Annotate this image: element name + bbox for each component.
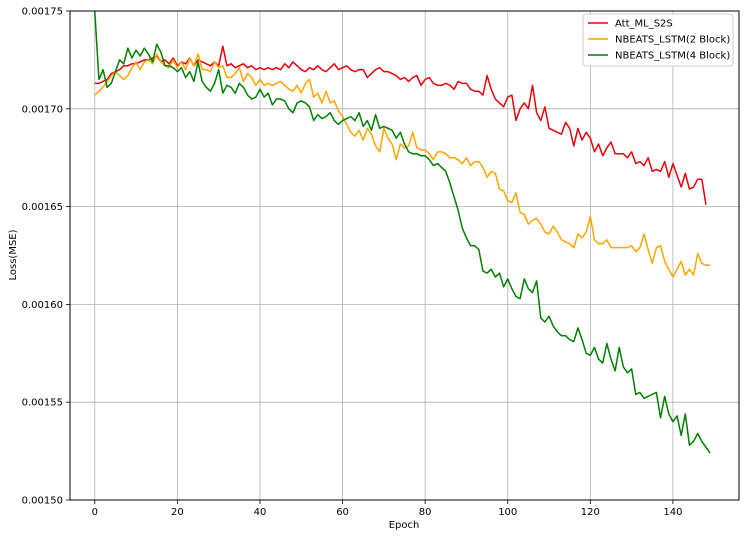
grid [70, 10, 739, 501]
x-tick-label: 20 [171, 507, 184, 518]
y-tick-label: 0.00170 [22, 104, 63, 115]
y-tick-label: 0.00165 [22, 202, 63, 213]
legend-label-2: NBEATS_LSTM(2 Block) [615, 35, 730, 46]
y-tick-label: 0.00155 [22, 398, 63, 409]
y-tick-label: 0.00160 [22, 300, 63, 311]
x-tick-label: 100 [498, 507, 517, 518]
legend-box [582, 13, 734, 67]
plot-frame [69, 10, 740, 501]
legend-label-3: NBEATS_LSTM(4 Block) [615, 51, 730, 62]
legend: Att_ML_S2S NBEATS_LSTM(2 Block) NBEATS_LST… [582, 13, 734, 67]
x-tick-label: 120 [581, 507, 600, 518]
x-axis-label: Epoch [389, 520, 420, 531]
x-tick-label: 60 [336, 507, 349, 518]
series-line-3 [94, 10, 711, 454]
series-line-2 [94, 53, 711, 278]
legend-label-1: Att_ML_S2S [615, 19, 673, 30]
series-line-1 [94, 45, 707, 205]
x-tick-label: 40 [254, 507, 267, 518]
y-axis-label: Loss(MSE) [8, 229, 19, 280]
y-tick-label: 0.00150 [22, 496, 63, 507]
axis-ticks: 0 20 40 60 80 100 120 140 0.00150 0.00155 0.00160 0… [22, 7, 683, 519]
series-lines [94, 10, 711, 454]
x-tick-label: 140 [663, 507, 682, 518]
x-tick-label: 0 [92, 507, 98, 518]
y-tick-label: 0.00175 [22, 7, 63, 18]
x-tick-label: 80 [419, 507, 432, 518]
